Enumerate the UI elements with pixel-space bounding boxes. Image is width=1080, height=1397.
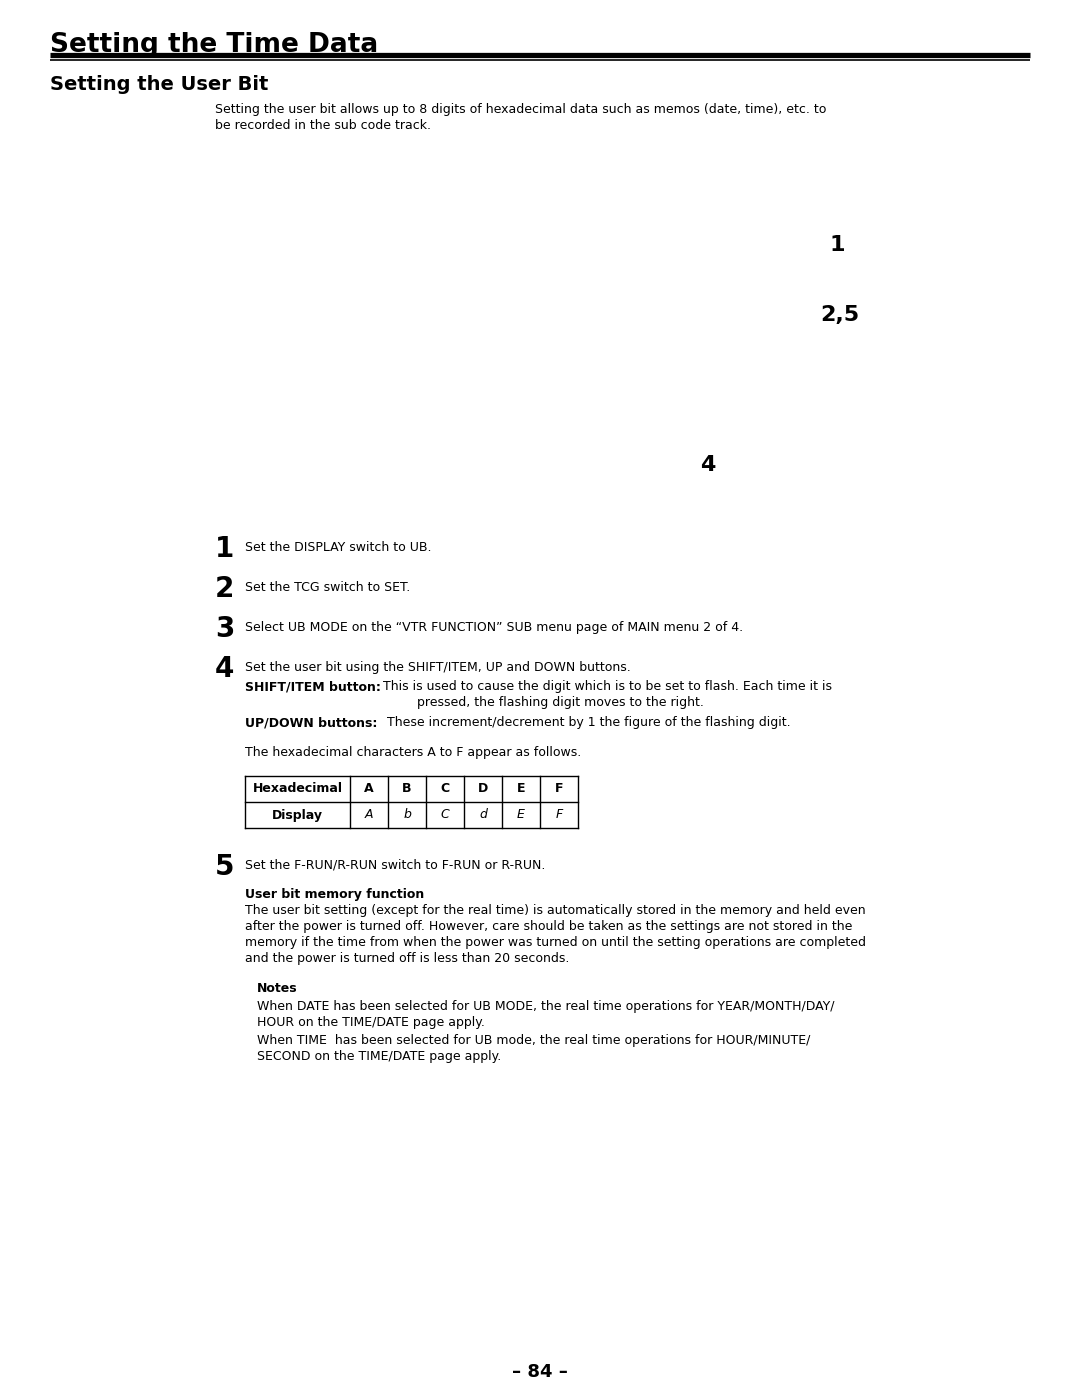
Text: and the power is turned off is less than 20 seconds.: and the power is turned off is less than…: [245, 951, 569, 965]
Text: 1: 1: [215, 535, 234, 563]
Text: A: A: [364, 782, 374, 795]
Text: Setting the User Bit: Setting the User Bit: [50, 75, 268, 94]
Text: D: D: [477, 782, 488, 795]
Text: The user bit setting (except for the real time) is automatically stored in the m: The user bit setting (except for the rea…: [245, 904, 866, 916]
Text: A: A: [365, 809, 374, 821]
Text: F: F: [555, 782, 564, 795]
Text: Set the TCG switch to SET.: Set the TCG switch to SET.: [245, 581, 410, 594]
Text: – 84 –: – 84 –: [512, 1363, 568, 1382]
Text: Set the user bit using the SHIFT/ITEM, UP and DOWN buttons.: Set the user bit using the SHIFT/ITEM, U…: [245, 661, 631, 673]
Text: These increment/decrement by 1 the figure of the flashing digit.: These increment/decrement by 1 the figur…: [375, 717, 791, 729]
Text: SECOND on the TIME/DATE page apply.: SECOND on the TIME/DATE page apply.: [257, 1051, 501, 1063]
Text: Set the F-RUN/R-RUN switch to F-RUN or R-RUN.: Set the F-RUN/R-RUN switch to F-RUN or R…: [245, 859, 545, 872]
Text: b: b: [403, 809, 410, 821]
Text: SHIFT/ITEM button:: SHIFT/ITEM button:: [245, 680, 381, 693]
Text: User bit memory function: User bit memory function: [245, 888, 424, 901]
Text: HOUR on the TIME/DATE page apply.: HOUR on the TIME/DATE page apply.: [257, 1016, 485, 1030]
Text: d: d: [480, 809, 487, 821]
Text: B: B: [402, 782, 411, 795]
Text: 3: 3: [215, 615, 234, 643]
Text: The hexadecimal characters A to F appear as follows.: The hexadecimal characters A to F appear…: [245, 746, 581, 759]
Text: C: C: [441, 809, 449, 821]
Text: Notes: Notes: [257, 982, 298, 995]
Text: 5: 5: [215, 854, 234, 882]
Text: be recorded in the sub code track.: be recorded in the sub code track.: [215, 119, 431, 131]
Text: This is used to cause the digit which is to be set to flash. Each time it is: This is used to cause the digit which is…: [375, 680, 832, 693]
Text: 2: 2: [215, 576, 234, 604]
Text: UP/DOWN buttons:: UP/DOWN buttons:: [245, 717, 377, 729]
Text: C: C: [441, 782, 449, 795]
Text: When TIME  has been selected for UB mode, the real time operations for HOUR/MINU: When TIME has been selected for UB mode,…: [257, 1034, 810, 1046]
Text: Setting the user bit allows up to 8 digits of hexadecimal data such as memos (da: Setting the user bit allows up to 8 digi…: [215, 103, 826, 116]
Text: memory if the time from when the power was turned on until the setting operation: memory if the time from when the power w…: [245, 936, 866, 949]
Text: 4: 4: [700, 455, 715, 475]
Text: Hexadecimal: Hexadecimal: [253, 782, 342, 795]
Text: after the power is turned off. However, care should be taken as the settings are: after the power is turned off. However, …: [245, 921, 852, 933]
Text: F: F: [555, 809, 563, 821]
Text: When DATE has been selected for UB MODE, the real time operations for YEAR/MONTH: When DATE has been selected for UB MODE,…: [257, 1000, 835, 1013]
Text: Display: Display: [272, 809, 323, 821]
Text: Setting the Time Data: Setting the Time Data: [50, 32, 378, 59]
Text: pressed, the flashing digit moves to the right.: pressed, the flashing digit moves to the…: [417, 696, 704, 710]
Text: E: E: [517, 809, 525, 821]
Text: Set the DISPLAY switch to UB.: Set the DISPLAY switch to UB.: [245, 541, 432, 555]
Text: 4: 4: [215, 655, 234, 683]
Text: E: E: [516, 782, 525, 795]
Text: 2,5: 2,5: [820, 305, 859, 326]
Text: 1: 1: [831, 235, 846, 256]
Text: Select UB MODE on the “VTR FUNCTION” SUB menu page of MAIN menu 2 of 4.: Select UB MODE on the “VTR FUNCTION” SUB…: [245, 622, 743, 634]
